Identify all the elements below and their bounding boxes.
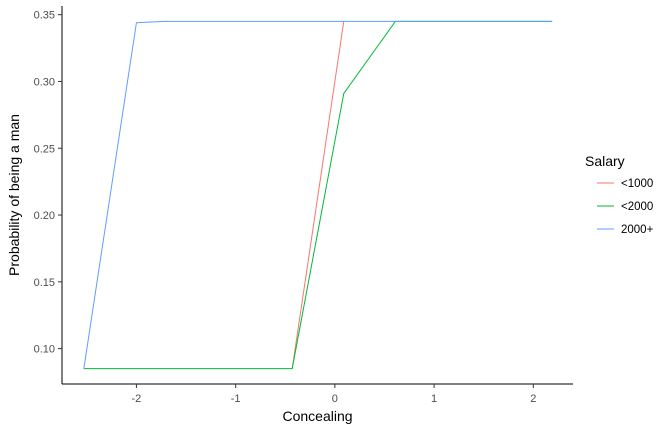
y-axis-ticks: 0.10 0.15 0.20 0.25 0.30 0.35 <box>34 10 62 356</box>
x-axis-ticks: -2 -1 0 1 2 <box>132 384 536 405</box>
x-tick-label: 1 <box>431 393 437 405</box>
y-tick-label: 0.25 <box>34 143 55 155</box>
legend-label: <1000 <box>621 178 653 190</box>
y-tick-label: 0.20 <box>34 210 55 222</box>
y-tick-label: 0.10 <box>34 344 55 356</box>
series-line-<1000 <box>291 21 345 369</box>
x-tick-label: -2 <box>132 393 142 405</box>
series-line-2000+ <box>83 20 553 369</box>
x-tick-label: 0 <box>332 393 338 405</box>
legend: Salary <1000 <2000 2000+ <box>585 153 654 236</box>
x-tick-label: 2 <box>530 393 536 405</box>
y-tick-label: 0.35 <box>34 10 55 22</box>
legend-label: 2000+ <box>621 224 654 236</box>
x-tick-label: -1 <box>231 393 241 405</box>
legend-items: <1000 <2000 2000+ <box>597 178 654 236</box>
x-axis-title: Concealing <box>282 408 352 424</box>
y-tick-label: 0.30 <box>34 76 55 88</box>
y-tick-label: 0.15 <box>34 277 55 289</box>
legend-title: Salary <box>585 153 625 169</box>
y-axis-title: Probability of being a man <box>6 114 22 276</box>
legend-label: <2000 <box>621 201 653 213</box>
plot-lines <box>83 20 553 370</box>
